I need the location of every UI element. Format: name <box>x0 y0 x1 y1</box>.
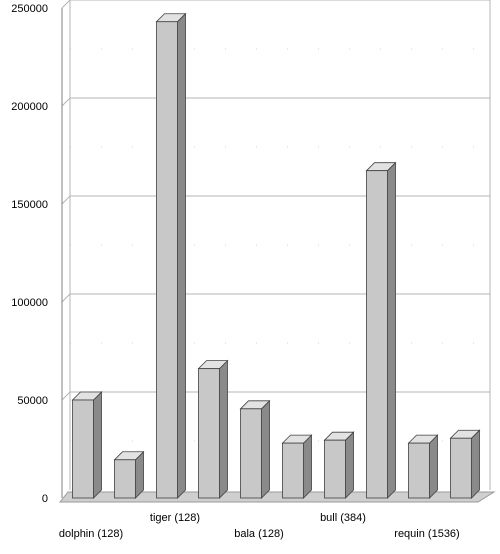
bar-front <box>282 442 304 499</box>
bar-3 <box>197 359 229 499</box>
bar-front <box>72 399 94 499</box>
x-tick-label: requin (1536) <box>394 528 459 540</box>
bar-side <box>345 431 354 499</box>
bar-side <box>177 12 186 499</box>
gridline-3 <box>61 195 490 205</box>
bar-front <box>156 21 178 499</box>
bar-8 <box>407 434 439 499</box>
bar-front <box>366 170 388 499</box>
bar-2 <box>155 12 187 499</box>
axes <box>61 0 491 498</box>
y-tick-labels: 0 50000 100000 150000 200000 250000 <box>11 3 48 505</box>
x-tick-label: bala (128) <box>234 528 284 540</box>
bar-side <box>387 161 396 499</box>
bar-side <box>93 391 102 499</box>
y-tick-label: 0 <box>42 493 48 505</box>
gridline-1 <box>61 391 490 401</box>
bar-front <box>324 439 346 499</box>
x-tick-label: tiger (128) <box>150 512 200 524</box>
y-tick-label: 250000 <box>11 3 48 15</box>
bar-1 <box>113 450 145 499</box>
bar-5 <box>281 434 313 499</box>
x-tick-labels: dolphin (128) tiger (128) bala (128) bull (… <box>59 512 460 540</box>
bar-side <box>303 434 312 499</box>
x-tick-label: dolphin (128) <box>59 528 123 540</box>
gridline-2 <box>61 293 490 303</box>
bar-side <box>261 399 270 499</box>
bar-9 <box>449 429 481 499</box>
y-tick-label: 150000 <box>11 199 48 211</box>
bars <box>71 12 481 499</box>
y-tick-label: 50000 <box>17 395 48 407</box>
y-tick-label: 200000 <box>11 101 48 113</box>
gridline-4 <box>61 97 490 107</box>
bar-4 <box>239 399 271 499</box>
x-tick-label: bull (384) <box>320 512 366 524</box>
grid-lines <box>61 0 490 442</box>
gridline-5 <box>61 0 490 9</box>
y-tick-label: 100000 <box>11 297 48 309</box>
bar-side <box>219 359 228 499</box>
bar-front <box>240 408 262 499</box>
bar-7 <box>365 161 397 499</box>
bar-front <box>450 437 472 499</box>
bar-front <box>114 459 136 499</box>
bar-side <box>429 434 438 499</box>
bar-front <box>408 442 430 499</box>
bar-6 <box>323 431 355 499</box>
bar-0 <box>71 391 103 499</box>
bar-side <box>471 429 480 499</box>
bar-front <box>198 368 220 499</box>
